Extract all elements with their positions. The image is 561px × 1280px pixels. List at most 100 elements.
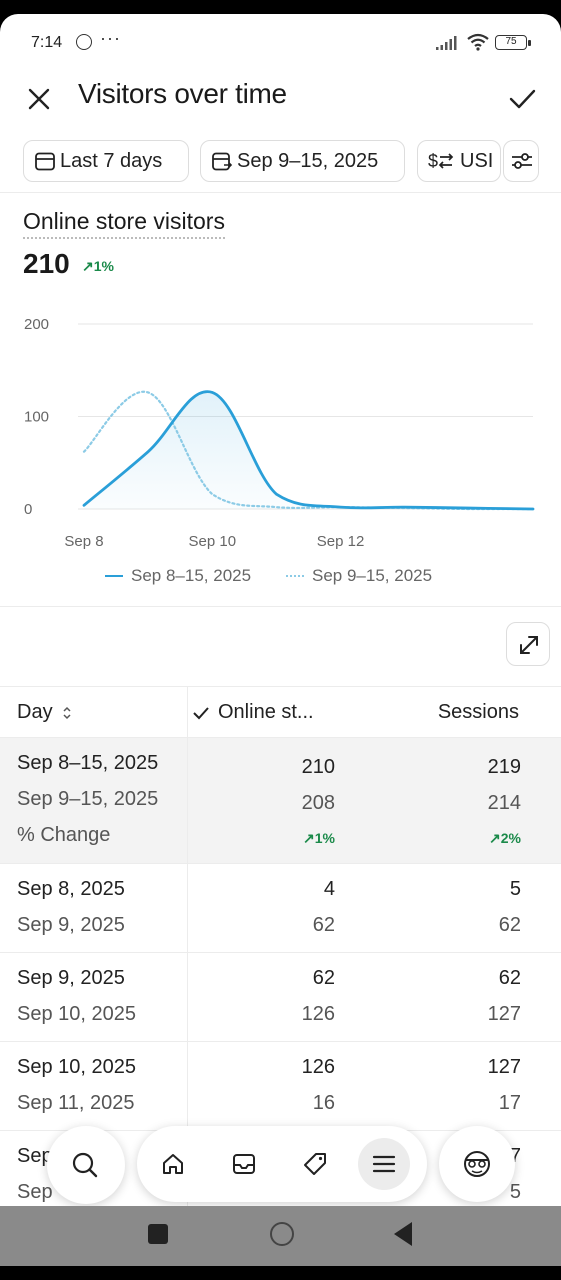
legend-label: Sep 9–15, 2025 xyxy=(312,566,433,585)
settings-filter-button[interactable] xyxy=(503,140,539,182)
legend-swatch-solid xyxy=(105,575,123,577)
row-visitors: 208 xyxy=(301,792,335,814)
row-date: Sep 8–15, 2025 xyxy=(17,752,159,774)
currency-button[interactable]: $ USI xyxy=(417,140,501,182)
legend-label: Sep 8–15, 2025 xyxy=(131,566,252,585)
back-button[interactable] xyxy=(394,1222,412,1246)
row-sessions: 127 xyxy=(487,1056,521,1078)
checkmark-icon xyxy=(193,706,209,719)
row-sessions: 7 xyxy=(509,1145,521,1167)
row-sessions: 62 xyxy=(498,967,521,989)
table-row[interactable]: Sep 8, 2025 4 5 Sep 9, 2025 62 62 xyxy=(0,864,561,953)
row-compare-sessions: 17 xyxy=(498,1092,521,1114)
confirm-check-icon[interactable] xyxy=(504,82,540,116)
date-range-label: Last 7 days xyxy=(60,149,163,172)
legend-swatch-dotted xyxy=(286,575,304,577)
menu-icon[interactable] xyxy=(370,1150,398,1178)
sessions-change: ↗2% xyxy=(489,830,521,846)
summary-row: Sep 8–15, 2025 210 219 Sep 9–15, 2025 20… xyxy=(0,738,561,864)
expand-button[interactable] xyxy=(506,622,550,666)
row-visitors: 62 xyxy=(312,967,335,989)
row-compare-visitors: 126 xyxy=(301,1003,335,1025)
avatar-button[interactable] xyxy=(439,1126,515,1202)
chart-legend: Sep 8–15, 2025 Sep 9–15, 2025 xyxy=(0,566,561,596)
table-header: Day Online st... Sessions xyxy=(0,686,561,738)
avatar-icon xyxy=(464,1151,490,1177)
legend-item-comparison: Sep 9–15, 2025 xyxy=(286,566,432,586)
recent-apps-button[interactable] xyxy=(148,1224,168,1244)
calendar-icon xyxy=(35,152,55,171)
column-label: Online st... xyxy=(218,701,314,723)
row-visitors: 126 xyxy=(301,1056,335,1078)
filter-bar: Last 7 days Sep 9–15, 2025 $ USI xyxy=(0,138,561,188)
row-date: Sep 9–15, 2025 xyxy=(17,788,159,810)
row-compare-date: Sep 11, 2025 xyxy=(17,1092,135,1114)
change-label: % Change xyxy=(17,824,111,846)
system-nav-bar xyxy=(0,1206,561,1266)
column-header-sessions[interactable]: Sessions xyxy=(437,701,519,723)
wifi-icon xyxy=(467,33,489,51)
row-compare-sessions: 127 xyxy=(487,1003,521,1025)
search-icon xyxy=(72,1152,98,1178)
x-tick-label: Sep 12 xyxy=(317,533,365,550)
row-compare-visitors: 62 xyxy=(312,914,335,936)
bottom-nav xyxy=(137,1126,427,1202)
battery-icon: 75 xyxy=(495,35,531,50)
currency-label: USI xyxy=(460,149,494,172)
y-tick-label: 200 xyxy=(24,316,49,333)
inbox-icon[interactable] xyxy=(230,1150,258,1178)
page-title: Visitors over time xyxy=(78,78,287,109)
row-visitors: 4 xyxy=(323,878,335,900)
date-range-button[interactable]: Last 7 days xyxy=(23,140,189,182)
table-row[interactable]: Sep 7 Sep 5 xyxy=(0,1131,561,1220)
legend-item-current: Sep 8–15, 2025 xyxy=(105,566,251,586)
home-icon[interactable] xyxy=(159,1150,187,1178)
y-tick-label: 100 xyxy=(24,409,49,426)
search-button[interactable] xyxy=(47,1126,125,1204)
row-compare-visitors: 16 xyxy=(312,1092,335,1114)
divider xyxy=(0,606,561,607)
comparison-label: Sep 9–15, 2025 xyxy=(237,149,379,172)
home-button[interactable] xyxy=(270,1222,294,1246)
row-compare-sessions: 62 xyxy=(498,914,521,936)
row-date: Sep xyxy=(17,1145,53,1167)
whatsapp-icon xyxy=(76,34,92,50)
sort-icon xyxy=(63,706,71,719)
column-label: Day xyxy=(17,701,53,723)
close-icon[interactable] xyxy=(22,82,56,116)
calendar-compare-icon xyxy=(212,152,233,171)
divider xyxy=(0,192,561,193)
y-tick-label: 0 xyxy=(24,501,32,518)
signal-icon xyxy=(436,36,457,50)
comparison-button[interactable]: Sep 9–15, 2025 xyxy=(200,140,405,182)
expand-icon xyxy=(520,636,538,654)
row-date: Sep 10, 2025 xyxy=(17,1056,136,1078)
status-time: 7:14 xyxy=(31,34,63,51)
row-compare-date: Sep 10, 2025 xyxy=(17,1003,136,1025)
table-row[interactable]: Sep 10, 2025 126 127 Sep 11, 2025 16 17 xyxy=(0,1042,561,1131)
visitors-line-chart: 200 100 0 Sep 8 Sep 10 Sep 12 xyxy=(24,316,535,550)
status-bar: 7:14 ··· 75 xyxy=(0,14,561,70)
table-row[interactable]: Sep 9, 2025 62 62 Sep 10, 2025 126 127 xyxy=(0,953,561,1042)
column-header-visitors[interactable]: Online st... xyxy=(192,701,314,724)
row-sessions: 219 xyxy=(487,756,521,778)
tag-icon[interactable] xyxy=(301,1150,329,1178)
x-tick-label: Sep 8 xyxy=(64,533,103,550)
row-compare-sessions: 5 xyxy=(509,1181,521,1203)
row-date: Sep 8, 2025 xyxy=(17,878,125,900)
x-tick-label: Sep 10 xyxy=(189,533,237,550)
row-date: Sep 9, 2025 xyxy=(17,967,125,989)
currency-exchange-icon: $ xyxy=(428,151,454,171)
visitors-change: ↗1% xyxy=(303,830,335,846)
app-screen: 7:14 ··· 75 Visitors over time xyxy=(0,14,561,1266)
svg-text:$: $ xyxy=(428,151,438,171)
metric-value: 210 xyxy=(23,248,70,279)
chart-title[interactable]: Online store visitors xyxy=(23,208,225,239)
series-area xyxy=(84,391,533,509)
page-header: Visitors over time xyxy=(0,70,561,134)
status-more: ··· xyxy=(100,28,121,48)
row-visitors: 210 xyxy=(301,756,335,778)
column-header-day[interactable]: Day xyxy=(17,701,75,724)
row-compare-date: Sep xyxy=(17,1181,53,1203)
sliders-icon xyxy=(512,153,532,169)
